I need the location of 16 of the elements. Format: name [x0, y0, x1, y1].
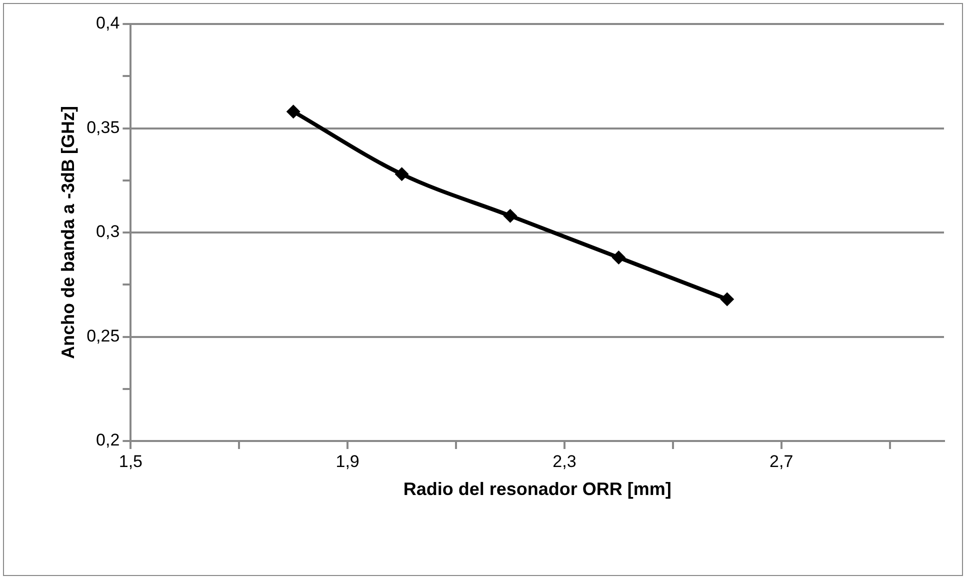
- y-tick-label: 0,4: [96, 14, 120, 33]
- point: [394, 167, 409, 182]
- y-tick-label: 0,25: [86, 326, 120, 346]
- y-axis-title: Ancho de banda a -3dB [GHz]: [58, 106, 78, 360]
- y-tick-label: 0,35: [86, 118, 120, 137]
- y-tick-label: 0,2: [96, 430, 120, 450]
- point: [720, 292, 734, 306]
- x-axis-title: Radio del resonador ORR [mm]: [403, 479, 672, 500]
- point: [503, 208, 518, 223]
- y-tick-label: 0,3: [96, 222, 120, 242]
- x-tick-label: 1,5: [118, 452, 143, 471]
- x-tick-label: 1,9: [336, 452, 360, 471]
- point: [612, 250, 626, 265]
- x-tick-label: 2,7: [770, 452, 794, 471]
- point: [286, 104, 300, 119]
- x-tick-label: 2,3: [552, 452, 576, 471]
